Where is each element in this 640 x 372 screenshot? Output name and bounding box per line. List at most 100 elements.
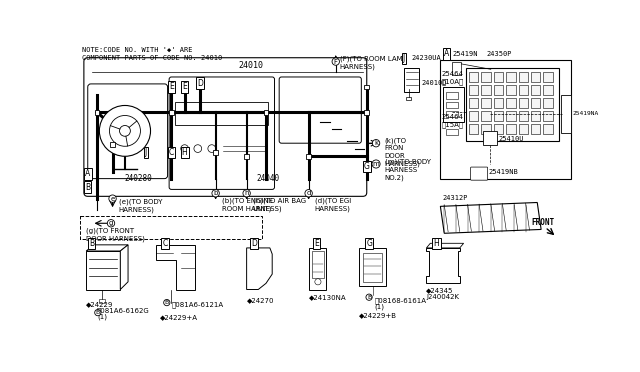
Polygon shape <box>426 243 463 248</box>
Text: h: h <box>244 190 249 196</box>
Bar <box>99 299 105 302</box>
Bar <box>543 85 553 95</box>
Text: B: B <box>85 183 90 192</box>
Circle shape <box>120 125 131 136</box>
Text: 25419NB: 25419NB <box>488 169 518 175</box>
Text: H: H <box>434 239 440 248</box>
Text: 25410U: 25410U <box>499 135 524 142</box>
Text: 24010: 24010 <box>238 61 263 70</box>
Text: (g)(TO FRONT
DOOR HARNESS): (g)(TO FRONT DOOR HARNESS) <box>86 227 145 242</box>
Bar <box>481 98 491 108</box>
Bar <box>518 85 528 95</box>
Bar <box>309 248 326 290</box>
FancyBboxPatch shape <box>88 84 168 179</box>
Text: D: D <box>197 78 203 88</box>
Bar <box>518 71 528 81</box>
Text: 25419NA: 25419NA <box>573 112 599 116</box>
Text: J: J <box>145 148 147 157</box>
Text: B: B <box>89 239 94 248</box>
Polygon shape <box>120 245 128 289</box>
Text: g: g <box>109 220 113 226</box>
Bar <box>543 124 553 134</box>
Polygon shape <box>426 248 460 283</box>
Bar <box>481 124 491 134</box>
Bar <box>481 111 491 121</box>
Bar <box>446 92 458 99</box>
Bar <box>446 111 458 117</box>
Text: k: k <box>374 140 378 146</box>
Bar <box>175 102 268 125</box>
Text: E: E <box>182 83 187 92</box>
Text: E: E <box>314 239 319 248</box>
Text: C: C <box>169 148 174 157</box>
Bar <box>86 251 120 289</box>
Bar <box>244 154 249 158</box>
Bar <box>446 102 458 108</box>
Text: (1): (1) <box>374 304 385 310</box>
Bar <box>307 154 311 158</box>
Text: G: G <box>364 162 370 171</box>
Text: A: A <box>444 49 449 58</box>
Text: E: E <box>169 83 174 92</box>
Text: B: B <box>96 310 100 315</box>
Text: ◆24229+A: ◆24229+A <box>160 314 198 320</box>
Bar <box>364 110 369 115</box>
Bar <box>469 124 478 134</box>
Bar <box>404 68 419 92</box>
Text: (d)(TO EGI
HARNESS): (d)(TO EGI HARNESS) <box>315 197 351 212</box>
Text: Ｂ081A6-6162G: Ｂ081A6-6162G <box>97 308 150 314</box>
Bar <box>264 110 268 115</box>
Text: 24230UA: 24230UA <box>412 55 442 61</box>
Bar <box>506 71 516 81</box>
Text: C: C <box>163 239 168 248</box>
Bar <box>483 131 497 145</box>
Bar <box>80 216 262 239</box>
Text: ◆24345: ◆24345 <box>426 288 454 294</box>
FancyBboxPatch shape <box>84 58 367 196</box>
Bar <box>110 142 115 147</box>
Bar <box>494 98 503 108</box>
Circle shape <box>208 145 216 153</box>
Text: ◆24229+B: ◆24229+B <box>359 312 397 318</box>
Text: (b)(TO ENGINE
ROOM HARNESS): (b)(TO ENGINE ROOM HARNESS) <box>222 197 282 212</box>
Bar <box>543 111 553 121</box>
FancyBboxPatch shape <box>470 167 488 180</box>
Text: (k)(TO
FRON
DOOR
HARNESS): (k)(TO FRON DOOR HARNESS) <box>385 137 420 167</box>
Bar <box>494 124 503 134</box>
Bar <box>531 85 540 95</box>
Polygon shape <box>156 245 195 289</box>
Text: (F)(TO ROOM LAMP
HARNESS): (F)(TO ROOM LAMP HARNESS) <box>340 55 406 70</box>
Text: Ｂ081A6-6121A: Ｂ081A6-6121A <box>172 301 223 308</box>
Text: 24350P: 24350P <box>487 51 513 57</box>
Circle shape <box>99 106 150 156</box>
Bar <box>518 98 528 108</box>
Text: d: d <box>307 190 311 196</box>
Bar <box>494 111 503 121</box>
Text: H: H <box>182 148 188 157</box>
Text: FRONT: FRONT <box>531 218 554 227</box>
Bar <box>466 68 559 141</box>
Text: 24312P: 24312P <box>443 195 468 201</box>
Bar <box>469 98 478 108</box>
Text: b: b <box>213 190 218 196</box>
Bar <box>543 71 553 81</box>
Text: 25464
（10A）: 25464 （10A） <box>441 71 463 85</box>
Text: D: D <box>252 239 257 248</box>
Text: m: m <box>372 161 380 167</box>
Bar <box>531 71 540 81</box>
Bar <box>406 97 411 100</box>
Text: A: A <box>85 170 90 179</box>
Bar <box>518 111 528 121</box>
Bar <box>443 87 465 122</box>
Bar <box>481 85 491 95</box>
Bar <box>506 85 516 95</box>
Bar <box>169 110 174 115</box>
Bar <box>363 253 382 282</box>
FancyBboxPatch shape <box>169 77 275 189</box>
Text: (1): (1) <box>97 314 107 320</box>
Circle shape <box>109 115 140 146</box>
Text: J: J <box>403 54 405 63</box>
Text: (h)(TO AIR BAG
UNIT): (h)(TO AIR BAG UNIT) <box>253 197 306 212</box>
Polygon shape <box>86 245 128 251</box>
Text: 24040: 24040 <box>256 174 279 183</box>
